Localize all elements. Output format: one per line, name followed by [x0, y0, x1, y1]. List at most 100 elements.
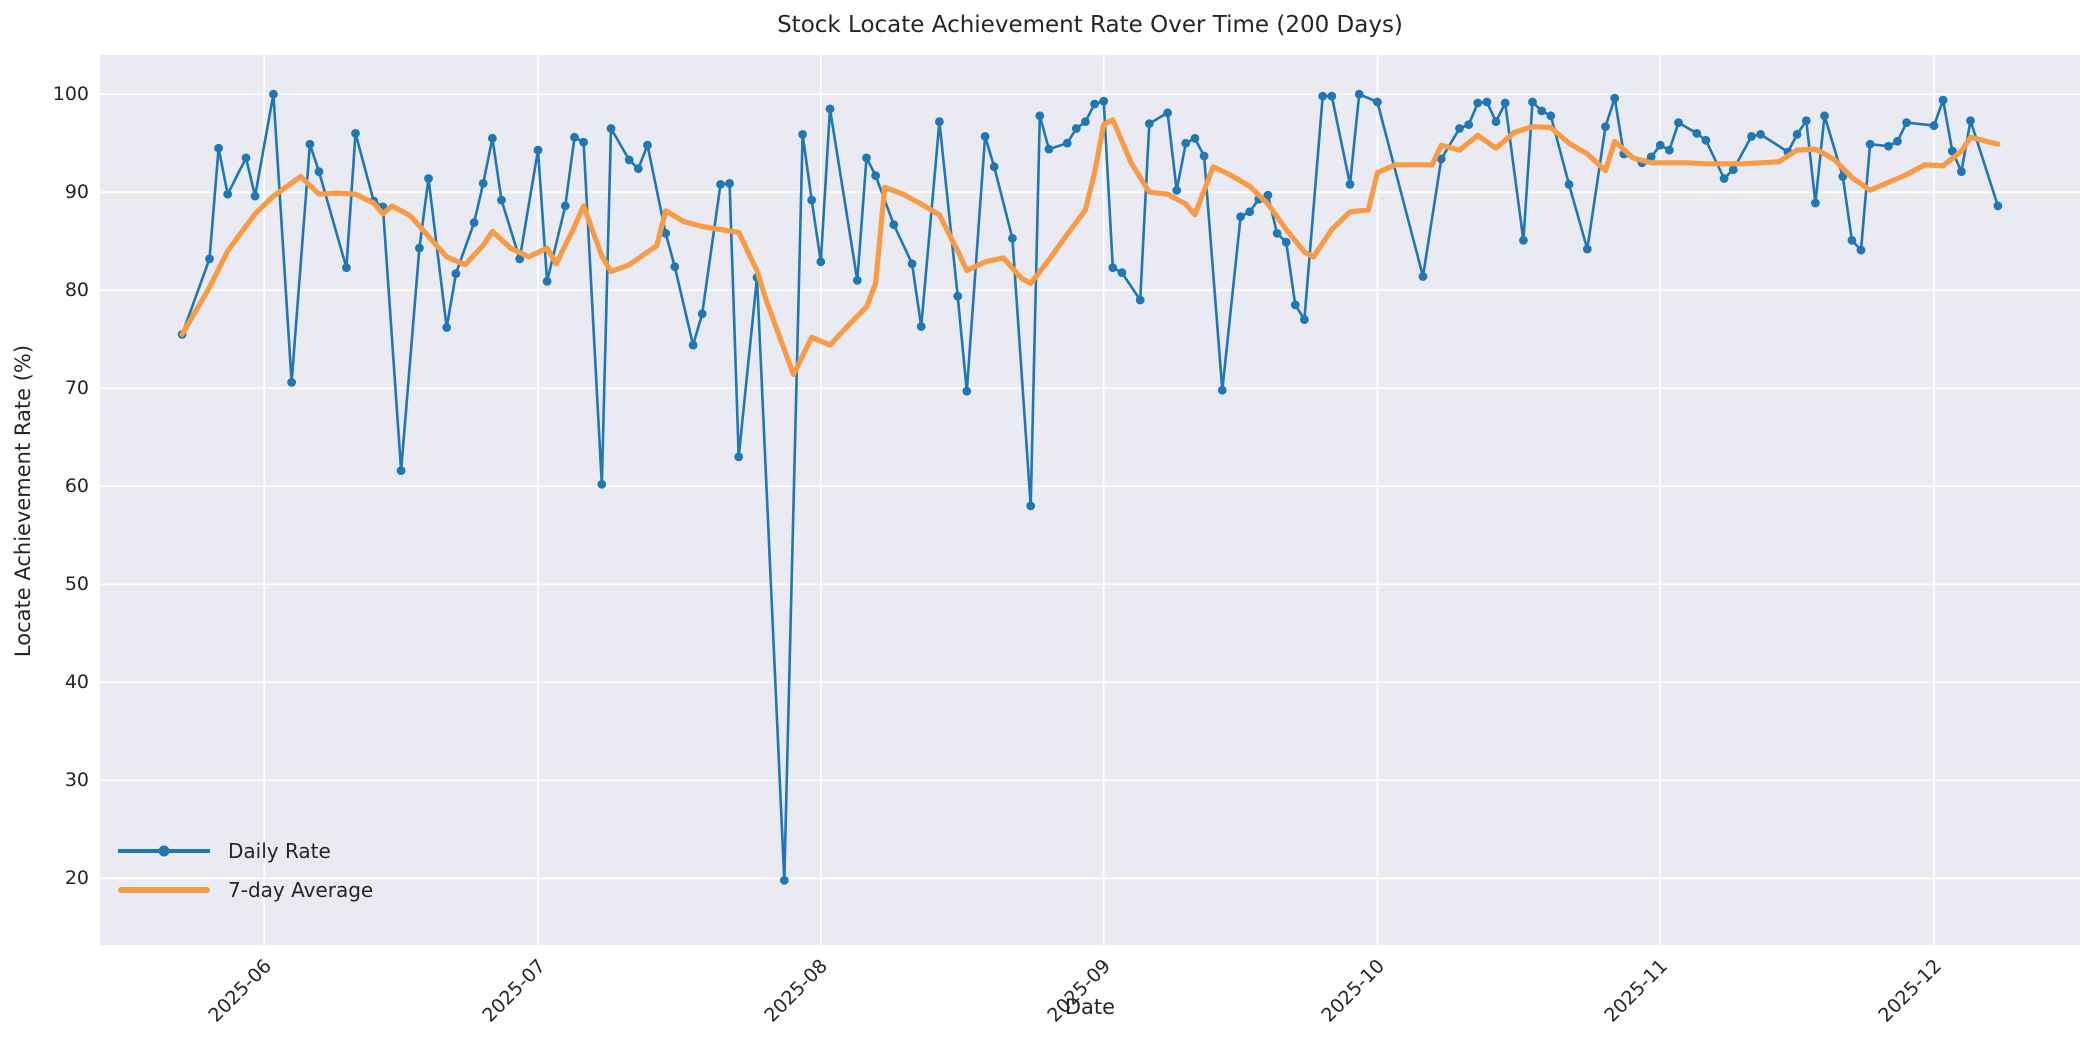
data-point	[1062, 138, 1072, 148]
data-point	[1601, 122, 1610, 131]
data-point	[670, 262, 680, 272]
data-point	[1026, 501, 1036, 511]
data-point	[1190, 133, 1200, 143]
data-point	[1902, 118, 1911, 127]
data-point	[250, 191, 260, 201]
data-point	[560, 201, 570, 211]
data-point	[1373, 97, 1382, 107]
data-point	[1217, 385, 1227, 395]
data-point	[852, 276, 862, 285]
data-point	[1482, 97, 1492, 107]
data-point	[807, 195, 817, 205]
legend-label-7day-average: 7-day Average	[228, 878, 374, 902]
data-point	[1008, 233, 1017, 243]
data-point	[779, 875, 789, 885]
daily-rate-line-sample-icon	[118, 836, 210, 866]
data-point	[688, 340, 698, 350]
data-point	[962, 386, 972, 396]
legend-item-7day-average: 7-day Average	[118, 875, 373, 905]
data-point	[1966, 116, 1975, 126]
data-point	[542, 277, 552, 286]
data-point	[1865, 139, 1875, 149]
data-point	[415, 243, 424, 253]
data-point	[1747, 132, 1756, 141]
y-tick-label: 90	[64, 181, 89, 204]
data-point	[1236, 212, 1245, 222]
data-point	[1719, 174, 1729, 183]
data-point	[1044, 144, 1054, 154]
data-point	[1674, 118, 1683, 127]
data-point	[980, 132, 990, 141]
data-point	[488, 133, 497, 143]
data-point	[935, 117, 944, 127]
data-point	[570, 132, 579, 142]
data-point	[1893, 136, 1902, 146]
data-point	[1957, 167, 1966, 176]
data-point	[871, 171, 880, 180]
data-point	[1144, 119, 1154, 128]
data-point	[953, 291, 963, 301]
data-point	[1993, 201, 2003, 211]
data-point	[314, 167, 324, 176]
data-point	[1117, 268, 1127, 277]
chart-title: Stock Locate Achievement Rate Over Time …	[777, 12, 1403, 38]
data-point	[1354, 89, 1364, 99]
data-point	[305, 139, 315, 149]
data-point	[1884, 141, 1893, 151]
data-point	[342, 263, 351, 273]
data-point	[1756, 130, 1765, 139]
legend-label-daily-rate: Daily Rate	[228, 839, 331, 863]
data-point	[442, 323, 452, 332]
data-point	[1546, 111, 1556, 121]
data-point	[1646, 152, 1656, 162]
legend: Daily Rate 7-day Average	[118, 836, 373, 905]
plot-area	[100, 55, 2080, 945]
data-point	[1665, 145, 1674, 155]
data-point	[1099, 96, 1109, 106]
data-point	[1938, 95, 1948, 105]
data-point	[1199, 151, 1209, 161]
y-tick-label: 40	[64, 671, 89, 694]
data-point	[1290, 300, 1300, 310]
data-point	[624, 155, 634, 165]
data-point	[497, 195, 506, 205]
data-point	[725, 179, 734, 188]
y-tick-label: 60	[64, 475, 89, 498]
data-point	[1135, 295, 1145, 305]
data-point	[1728, 165, 1738, 175]
data-point	[1071, 124, 1081, 133]
data-point	[1701, 135, 1711, 145]
data-point	[424, 174, 433, 183]
data-point	[1519, 235, 1528, 245]
y-tick-label: 100	[52, 83, 89, 106]
series-line-daily-rate	[180, 92, 2000, 882]
data-point	[269, 89, 278, 99]
data-point	[205, 254, 214, 264]
data-point	[1692, 129, 1702, 138]
data-point	[223, 189, 233, 199]
data-point	[1181, 138, 1191, 148]
data-point	[241, 153, 251, 163]
data-point	[1838, 172, 1848, 181]
data-point	[1847, 235, 1857, 245]
data-point	[1655, 140, 1665, 150]
data-point	[1090, 99, 1099, 109]
data-point	[1300, 315, 1309, 324]
data-point	[579, 137, 588, 147]
data-point	[1263, 190, 1273, 200]
data-point	[597, 479, 607, 489]
data-point	[716, 180, 725, 189]
data-point	[1537, 106, 1547, 116]
data-point	[1811, 198, 1820, 208]
data-point	[1820, 111, 1829, 121]
data-point	[1327, 91, 1337, 101]
data-point	[1318, 91, 1328, 101]
data-point	[1245, 207, 1255, 217]
data-point	[1856, 245, 1866, 255]
legend-item-daily-rate: Daily Rate	[118, 836, 373, 866]
data-point	[1455, 124, 1464, 133]
data-point	[1081, 117, 1090, 127]
data-point	[1500, 98, 1510, 108]
data-point	[907, 259, 917, 269]
